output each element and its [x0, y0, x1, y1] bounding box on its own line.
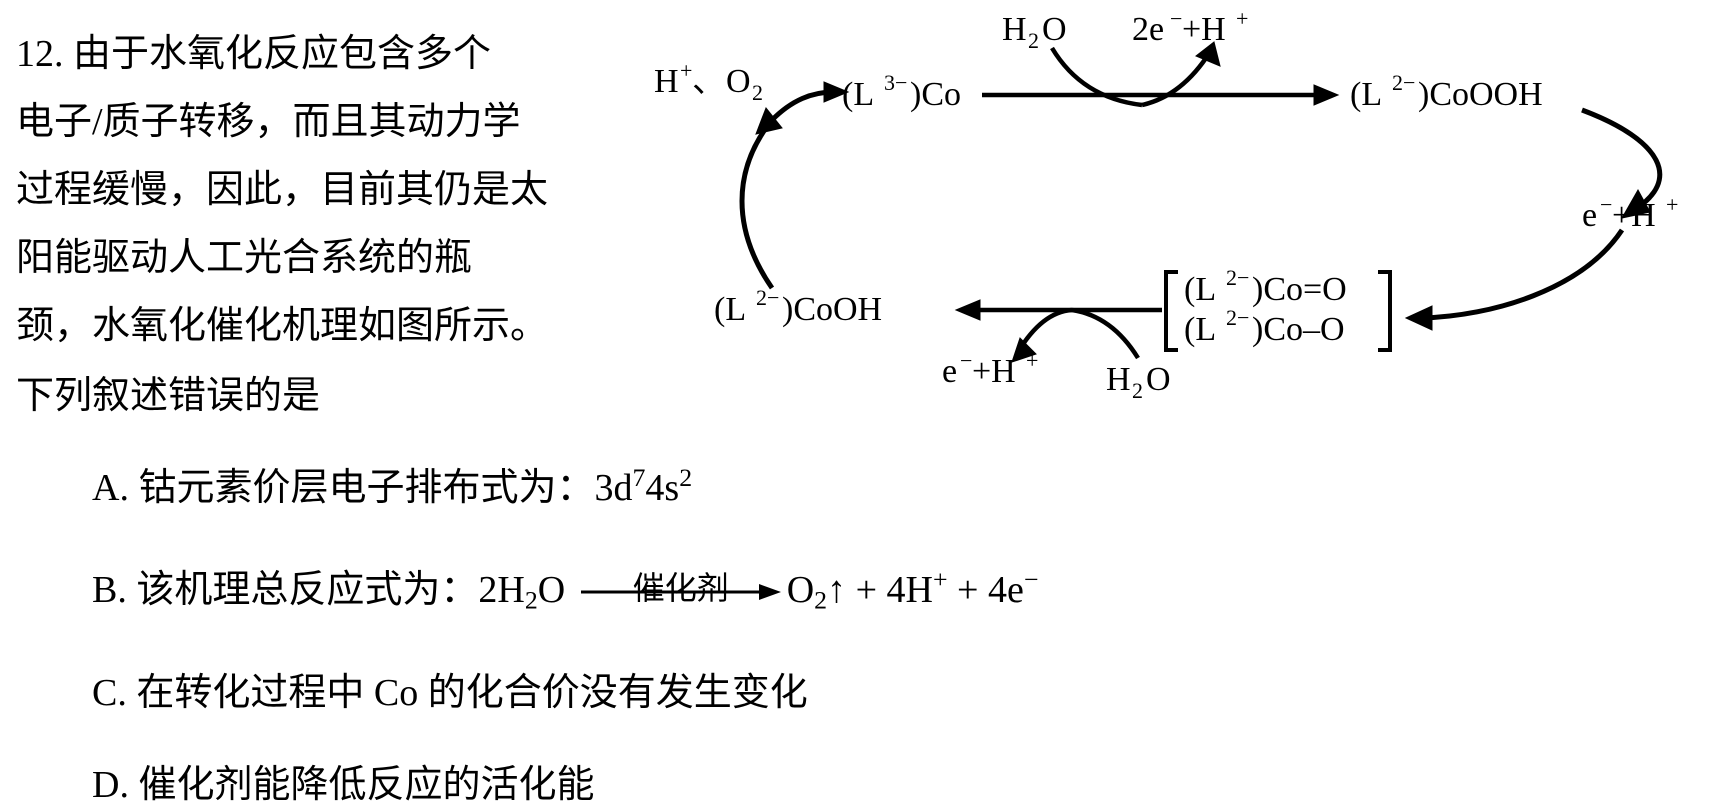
arrow-icon — [581, 582, 781, 602]
stem-line-3: 阳能驱动人工光合系统的瓶 — [16, 237, 472, 279]
svg-text:)Co–O: )Co–O — [1252, 311, 1345, 348]
svg-text:+: + — [1236, 6, 1248, 31]
choice-c: C. 在转化过程中 Co 的化合价没有发生变化 — [92, 647, 1038, 739]
choice-c-text: 在转化过程中 Co 的化合价没有发生变化 — [136, 672, 807, 714]
question-number: 12. — [16, 33, 64, 75]
stem-line-2: 过程缓慢，因此，目前其仍是太 — [16, 169, 548, 211]
choice-d-text: 催化剂能降低反应的活化能 — [138, 764, 594, 805]
svg-text:2: 2 — [752, 80, 763, 105]
svg-text:+: + — [1666, 192, 1678, 217]
node-l2coooh: (L — [1350, 76, 1382, 113]
choice-list: A. 钴元素价层电子排布式为：3d74s2 B. 该机理总反应式为：2H2O 催… — [92, 432, 1038, 805]
stem-line-0: 由于水氧化反应包含多个 — [73, 33, 491, 75]
choice-c-letter: C. — [92, 672, 127, 714]
stem-line-1: 电子/质子转移，而且其动力学 — [16, 101, 521, 143]
svg-text:−: − — [1170, 6, 1182, 31]
choice-a-text: 钴元素价层电子排布式为： — [138, 467, 594, 509]
node-l3co: (L — [842, 76, 874, 113]
node-bracket-2: (L — [1184, 311, 1216, 348]
label-h2o-bottom: H — [1106, 361, 1131, 398]
svg-text:−: − — [1600, 192, 1612, 217]
svg-text:2−: 2− — [1226, 265, 1249, 290]
choice-b-lhs: 2H2O — [478, 569, 565, 611]
stem-line-4: 颈，水氧化催化机理如图所示。 — [16, 305, 548, 347]
question-stem: 12. 由于水氧化反应包含多个 电子/质子转移，而且其动力学 过程缓慢，因此，目… — [16, 20, 606, 360]
svg-text:)Co: )Co — [910, 76, 961, 113]
choice-b-text: 该机理总反应式为： — [136, 569, 478, 611]
choice-d: D. 催化剂能降低反应的活化能 — [92, 739, 1038, 805]
label-2e-h-top: 2e — [1132, 11, 1164, 48]
svg-text:+: + — [1026, 348, 1038, 373]
svg-text:)Co=O: )Co=O — [1252, 271, 1347, 308]
label-e-h-bottom: e — [942, 353, 957, 390]
label-h2o-top-sub: 2 — [1028, 28, 1039, 53]
svg-text:2−: 2− — [1392, 70, 1415, 95]
svg-text:+H: +H — [1612, 197, 1656, 234]
svg-text:O: O — [1042, 11, 1067, 48]
svg-text:)CoOOH: )CoOOH — [1418, 76, 1543, 113]
svg-text:+H: +H — [1182, 11, 1226, 48]
page-root: 12. 由于水氧化反应包含多个 电子/质子转移，而且其动力学 过程缓慢，因此，目… — [0, 0, 1715, 805]
label-h2o-top: H — [1002, 11, 1027, 48]
label-e-h-right: e — [1582, 197, 1597, 234]
choice-b: B. 该机理总反应式为：2H2O 催化剂 O2↑ + 4H+ + 4e− — [92, 534, 1038, 647]
svg-text:O: O — [1146, 361, 1171, 398]
node-l2cooh: (L — [714, 291, 746, 328]
svg-text:−: − — [960, 348, 972, 373]
svg-text:3−: 3− — [884, 70, 907, 95]
choice-a-letter: A. — [92, 467, 129, 509]
question-prompt: 下列叙述错误的是 — [16, 362, 320, 430]
svg-text:+H: +H — [972, 353, 1016, 390]
svg-text:2−: 2− — [756, 285, 779, 310]
choice-b-letter: B. — [92, 569, 127, 611]
choice-b-rhs: O2↑ + 4H+ + 4e− — [787, 569, 1039, 611]
label-h-o2: H — [654, 63, 679, 100]
reaction-arrow: 催化剂 — [581, 552, 781, 608]
choice-d-letter: D. — [92, 764, 129, 805]
svg-text:2: 2 — [1132, 378, 1143, 400]
svg-text:)CoOH: )CoOH — [782, 291, 882, 328]
node-bracket-1: (L — [1184, 271, 1216, 308]
choice-a: A. 钴元素价层电子排布式为：3d74s2 — [92, 432, 1038, 534]
svg-text:2−: 2− — [1226, 305, 1249, 330]
svg-text:+: + — [680, 58, 692, 83]
mechanism-diagram: H 2 O 2e − +H + H + 、O 2 (L 3− )Co (L — [622, 0, 1700, 400]
svg-text:、O: 、O — [692, 63, 751, 100]
choice-a-formula: 3d74s2 — [594, 467, 692, 509]
